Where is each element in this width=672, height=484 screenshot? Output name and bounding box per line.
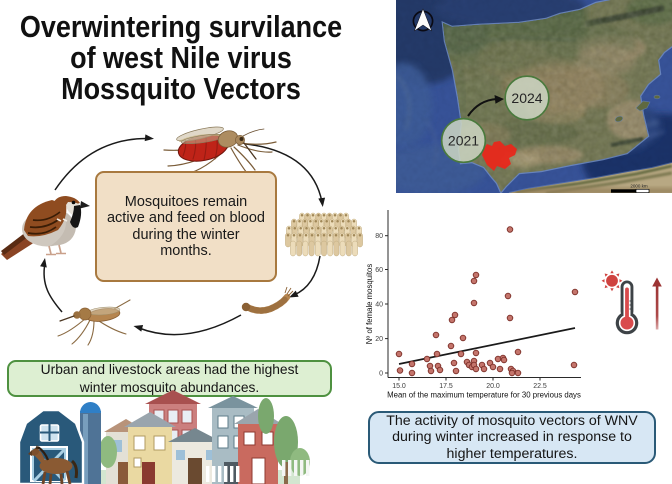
svg-text:Mean of the maximum temperatur: Mean of the maximum temperature for 30 p… (387, 391, 581, 400)
svg-text:2000 km: 2000 km (630, 184, 648, 189)
svg-text:60: 60 (375, 267, 383, 274)
svg-text:17.5: 17.5 (439, 383, 453, 390)
svg-text:40: 40 (375, 301, 383, 308)
svg-text:0: 0 (379, 370, 383, 377)
svg-text:22.5: 22.5 (533, 383, 547, 390)
svg-text:Nº of female mosquitos: Nº of female mosquitos (365, 264, 374, 345)
svg-text:20: 20 (375, 336, 383, 343)
svg-text:2021: 2021 (448, 133, 479, 149)
svg-text:20.0: 20.0 (486, 383, 500, 390)
svg-text:15.0: 15.0 (392, 383, 406, 390)
svg-text:80: 80 (375, 233, 383, 240)
svg-text:2024: 2024 (511, 90, 542, 106)
